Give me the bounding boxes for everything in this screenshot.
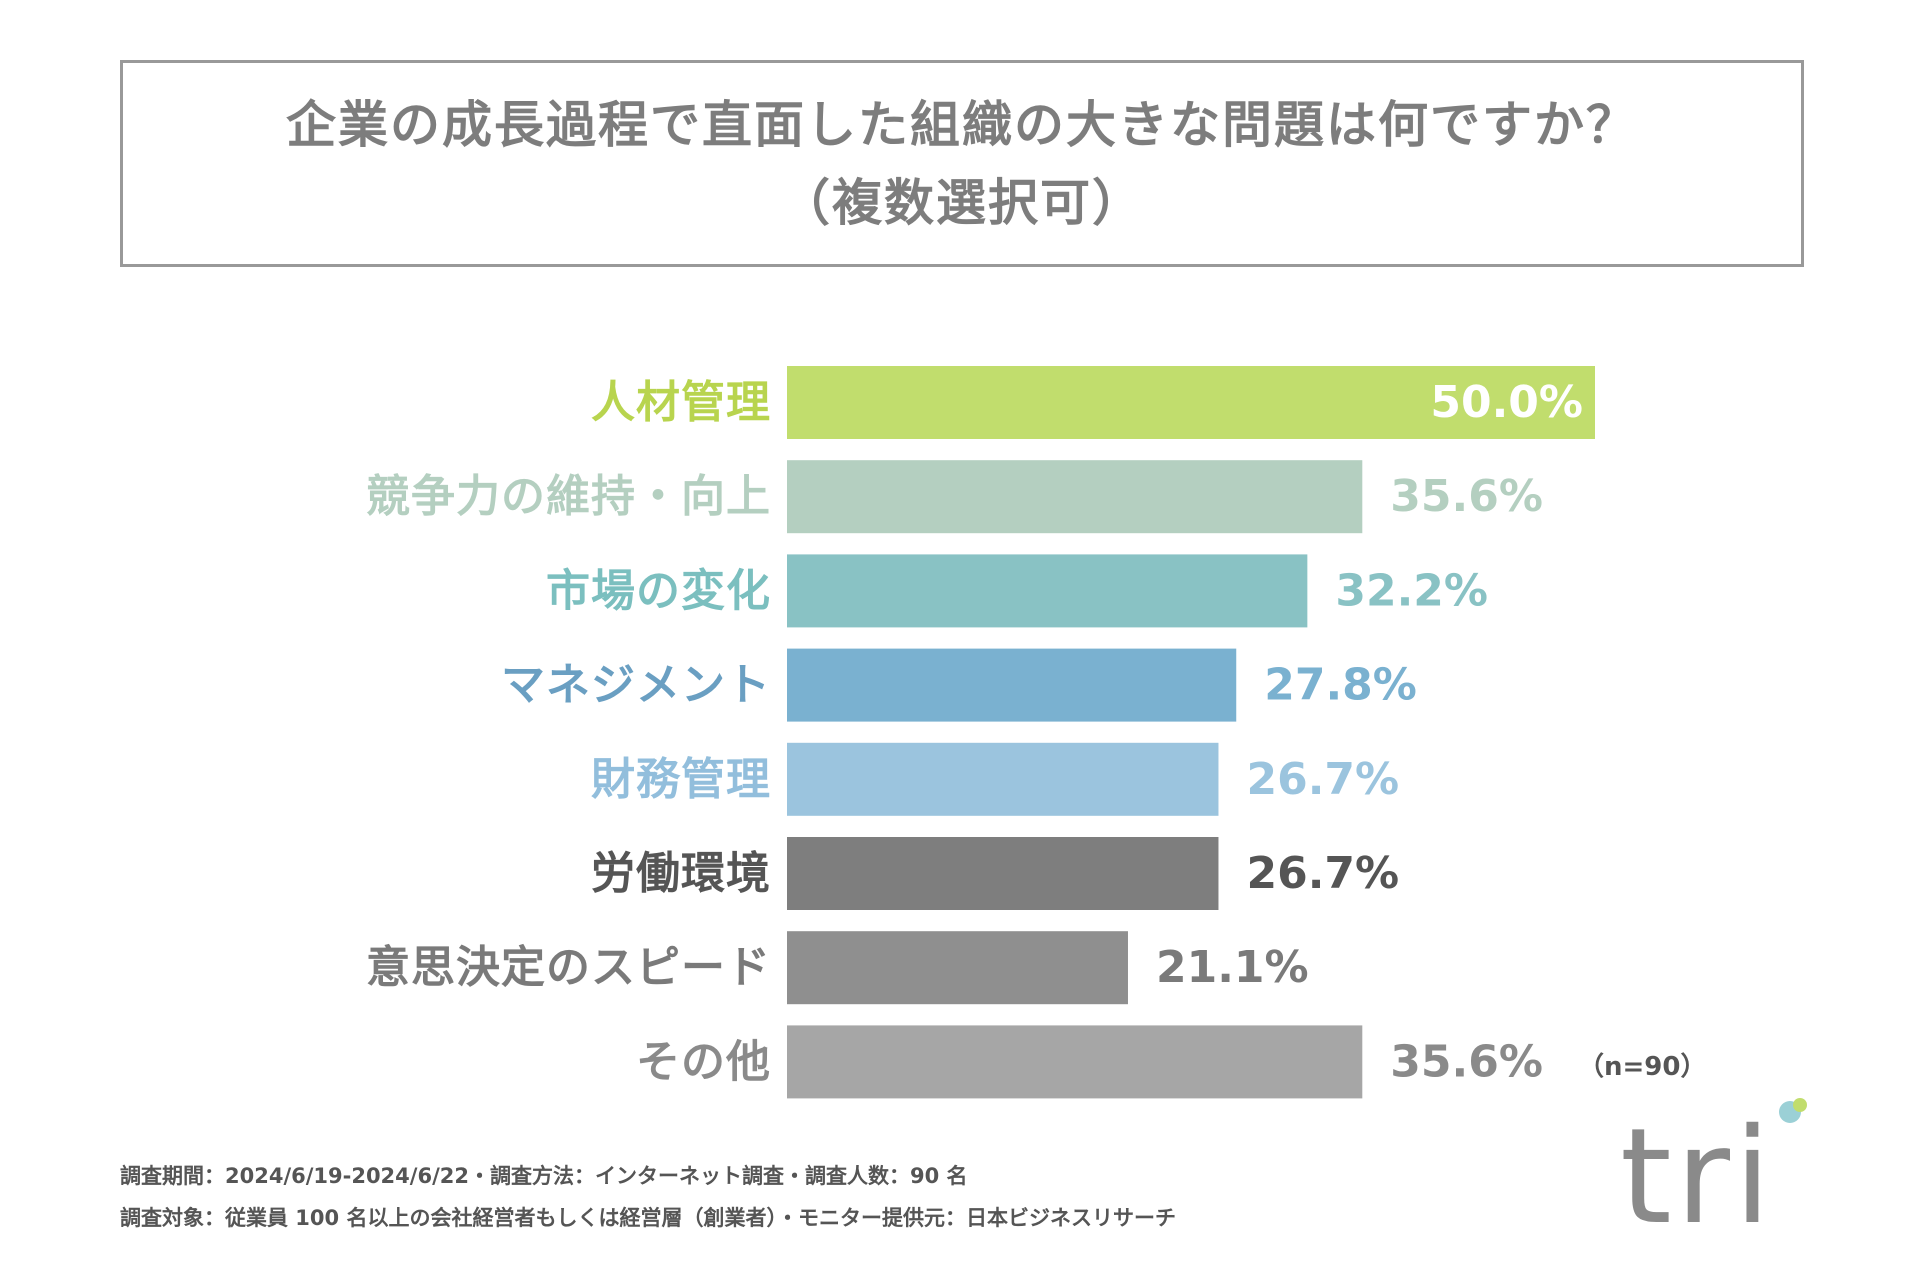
category-label: 市場の変化 bbox=[546, 565, 771, 616]
bar bbox=[787, 460, 1363, 534]
chart-title: 企業の成長過程で直面した組織の大きな問題は何ですか？ bbox=[286, 95, 1638, 154]
chart-subtitle: （複数選択可） bbox=[780, 173, 1144, 232]
sample-size-note: （n=90） bbox=[1578, 1052, 1707, 1082]
bar bbox=[787, 554, 1308, 628]
value-label: 35.6% bbox=[1390, 471, 1543, 522]
value-label: 50.0% bbox=[1430, 377, 1583, 428]
value-label: 32.2% bbox=[1335, 565, 1488, 616]
category-label: 意思決定のスピード bbox=[366, 942, 771, 993]
bar bbox=[787, 1025, 1363, 1099]
tri-logo: tri bbox=[1620, 1098, 1807, 1240]
bar bbox=[787, 837, 1219, 910]
logo-dot-green bbox=[1793, 1098, 1807, 1112]
bar bbox=[787, 931, 1128, 1005]
logo-text: tri bbox=[1620, 1100, 1775, 1240]
category-label: 労働環境 bbox=[591, 848, 771, 899]
survey-target-note: 調査対象：従業員 100 名以上の会社経営者もしくは経営層（創業者）・モニター提… bbox=[120, 1206, 1176, 1230]
bar bbox=[787, 366, 1595, 439]
value-label: 26.7% bbox=[1246, 848, 1399, 899]
category-label: その他 bbox=[636, 1036, 771, 1087]
value-label: 27.8% bbox=[1264, 660, 1417, 711]
category-label: 人材管理 bbox=[591, 377, 771, 428]
chart-title-box: 企業の成長過程で直面した組織の大きな問題は何ですか？ （複数選択可） bbox=[120, 60, 1804, 267]
category-label: マネジメント bbox=[501, 660, 771, 711]
bar-chart: 人材管理 50.0% 競争力の維持・向上 35.6% 市場の変化 32.2% マネジメント 2… bbox=[366, 366, 1595, 1099]
category-label: 財務管理 bbox=[591, 754, 771, 805]
value-label: 21.1% bbox=[1156, 942, 1309, 993]
survey-period-note: 調査期間：2024/6/19-2024/6/22・調査方法：インターネット調査・… bbox=[120, 1164, 968, 1188]
value-label: 26.7% bbox=[1246, 754, 1399, 805]
category-label: 競争力の維持・向上 bbox=[366, 471, 771, 522]
bar bbox=[787, 742, 1219, 816]
bar bbox=[787, 648, 1237, 722]
value-label: 35.6% bbox=[1390, 1036, 1543, 1087]
